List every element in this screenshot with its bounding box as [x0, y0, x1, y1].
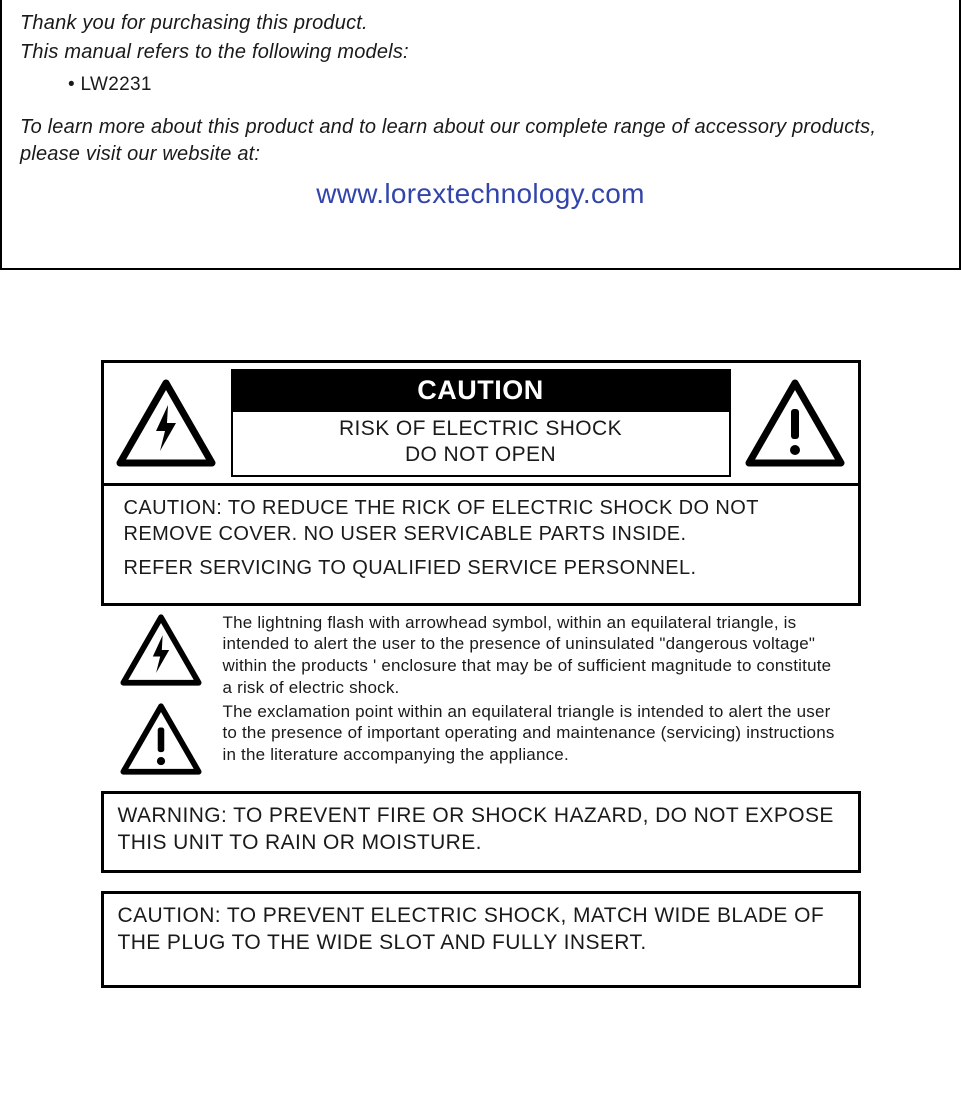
website-link[interactable]: www.lorextechnology.com	[20, 178, 941, 210]
caution-body-line1: CAUTION: TO REDUCE THE RICK OF ELECTRIC …	[124, 495, 838, 547]
caution-sub-line1: RISK OF ELECTRIC SHOCK	[339, 417, 622, 440]
caution-body-line2: REFER SERVICING TO QUALIFIED SERVICE PER…	[124, 555, 838, 581]
lightning-triangle-small-icon	[117, 612, 205, 686]
caution-header-row: CAUTION RISK OF ELECTRIC SHOCK DO NOT OP…	[114, 369, 848, 477]
caution-bottom-text: CAUTION: TO PREVENT ELECTRIC SHOCK, MATC…	[118, 902, 844, 957]
caution-header-box: CAUTION RISK OF ELECTRIC SHOCK DO NOT OP…	[101, 360, 861, 486]
symbol-row-lightning: The lightning flash with arrowhead symbo…	[117, 612, 845, 699]
exclamation-explanation: The exclamation point within an equilate…	[223, 701, 845, 766]
caution-section: CAUTION RISK OF ELECTRIC SHOCK DO NOT OP…	[101, 360, 861, 988]
model-item: • LW2231	[68, 74, 941, 96]
caution-subtitle: RISK OF ELECTRIC SHOCK DO NOT OPEN	[231, 412, 731, 477]
intro-box: Thank you for purchasing this product. T…	[0, 0, 961, 270]
warning-box: WARNING: TO PREVENT FIRE OR SHOCK HAZARD…	[101, 791, 861, 874]
intro-refers: This manual refers to the following mode…	[20, 41, 941, 64]
lightning-triangle-icon	[114, 379, 219, 467]
caution-body-box: CAUTION: TO REDUCE THE RICK OF ELECTRIC …	[101, 483, 861, 606]
intro-learn-more: To learn more about this product and to …	[20, 114, 941, 168]
caution-sub-line2: DO NOT OPEN	[405, 443, 556, 466]
caution-center: CAUTION RISK OF ELECTRIC SHOCK DO NOT OP…	[231, 369, 731, 477]
symbol-explanations: The lightning flash with arrowhead symbo…	[101, 606, 861, 785]
caution-title: CAUTION	[231, 369, 731, 412]
intro-thank-you: Thank you for purchasing this product.	[20, 12, 941, 35]
exclamation-triangle-icon	[743, 379, 848, 467]
warning-text: WARNING: TO PREVENT FIRE OR SHOCK HAZARD…	[118, 802, 844, 857]
caution-bottom-box: CAUTION: TO PREVENT ELECTRIC SHOCK, MATC…	[101, 891, 861, 988]
lightning-explanation: The lightning flash with arrowhead symbo…	[223, 612, 845, 699]
exclamation-triangle-small-icon	[117, 701, 205, 775]
symbol-row-exclamation: The exclamation point within an equilate…	[117, 701, 845, 775]
